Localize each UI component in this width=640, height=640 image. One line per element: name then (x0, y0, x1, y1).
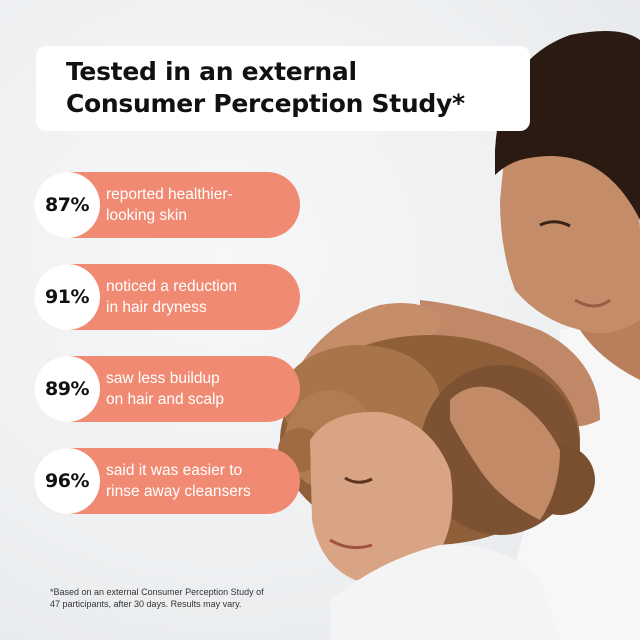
stat-description-line: in hair dryness (106, 299, 207, 316)
stat-pill-less-buildup: 89% saw less buildup on hair and scalp (34, 356, 300, 422)
stat-description-line: rinse away cleansers (106, 483, 251, 500)
stat-percent-circle: 89% (34, 356, 100, 422)
adult-hair (495, 31, 640, 220)
stat-percent: 87% (45, 194, 89, 216)
title-line-2: Consumer Perception Study* (66, 89, 465, 118)
stat-description: said it was easier to rinse away cleanse… (106, 460, 296, 502)
child-shirt (330, 544, 560, 640)
stat-percent: 96% (45, 470, 89, 492)
stat-percent-circle: 91% (34, 264, 100, 330)
stat-pill-healthier-skin: 87% reported healthier- looking skin (34, 172, 300, 238)
adult-face (500, 142, 640, 334)
footnote-line: 47 participants, after 30 days. Results … (50, 599, 242, 609)
stat-percent: 91% (45, 286, 89, 308)
stat-description-line: said it was easier to (106, 462, 243, 479)
stat-percent: 89% (45, 378, 89, 400)
stat-description: reported healthier- looking skin (106, 184, 296, 226)
footnote-line: *Based on an external Consumer Perceptio… (50, 587, 264, 597)
stat-description-line: noticed a reduction (106, 278, 237, 295)
stat-percent-circle: 96% (34, 448, 100, 514)
stat-pill-hair-dryness: 91% noticed a reduction in hair dryness (34, 264, 300, 330)
child-face (310, 411, 453, 583)
title-card: Tested in an external Consumer Perceptio… (36, 46, 530, 131)
stat-description: noticed a reduction in hair dryness (106, 276, 296, 318)
stat-description-line: looking skin (106, 207, 187, 224)
stat-description-line: saw less buildup (106, 370, 220, 387)
stat-percent-circle: 87% (34, 172, 100, 238)
title-line-1: Tested in an external (66, 57, 357, 86)
stat-description: saw less buildup on hair and scalp (106, 368, 296, 410)
stat-description-line: on hair and scalp (106, 391, 225, 408)
stat-description-line: reported healthier- (106, 186, 233, 203)
footnote: *Based on an external Consumer Perceptio… (50, 586, 350, 610)
adult-hand-side (450, 386, 560, 520)
stat-pill-rinse-cleansers: 96% said it was easier to rinse away cle… (34, 448, 300, 514)
